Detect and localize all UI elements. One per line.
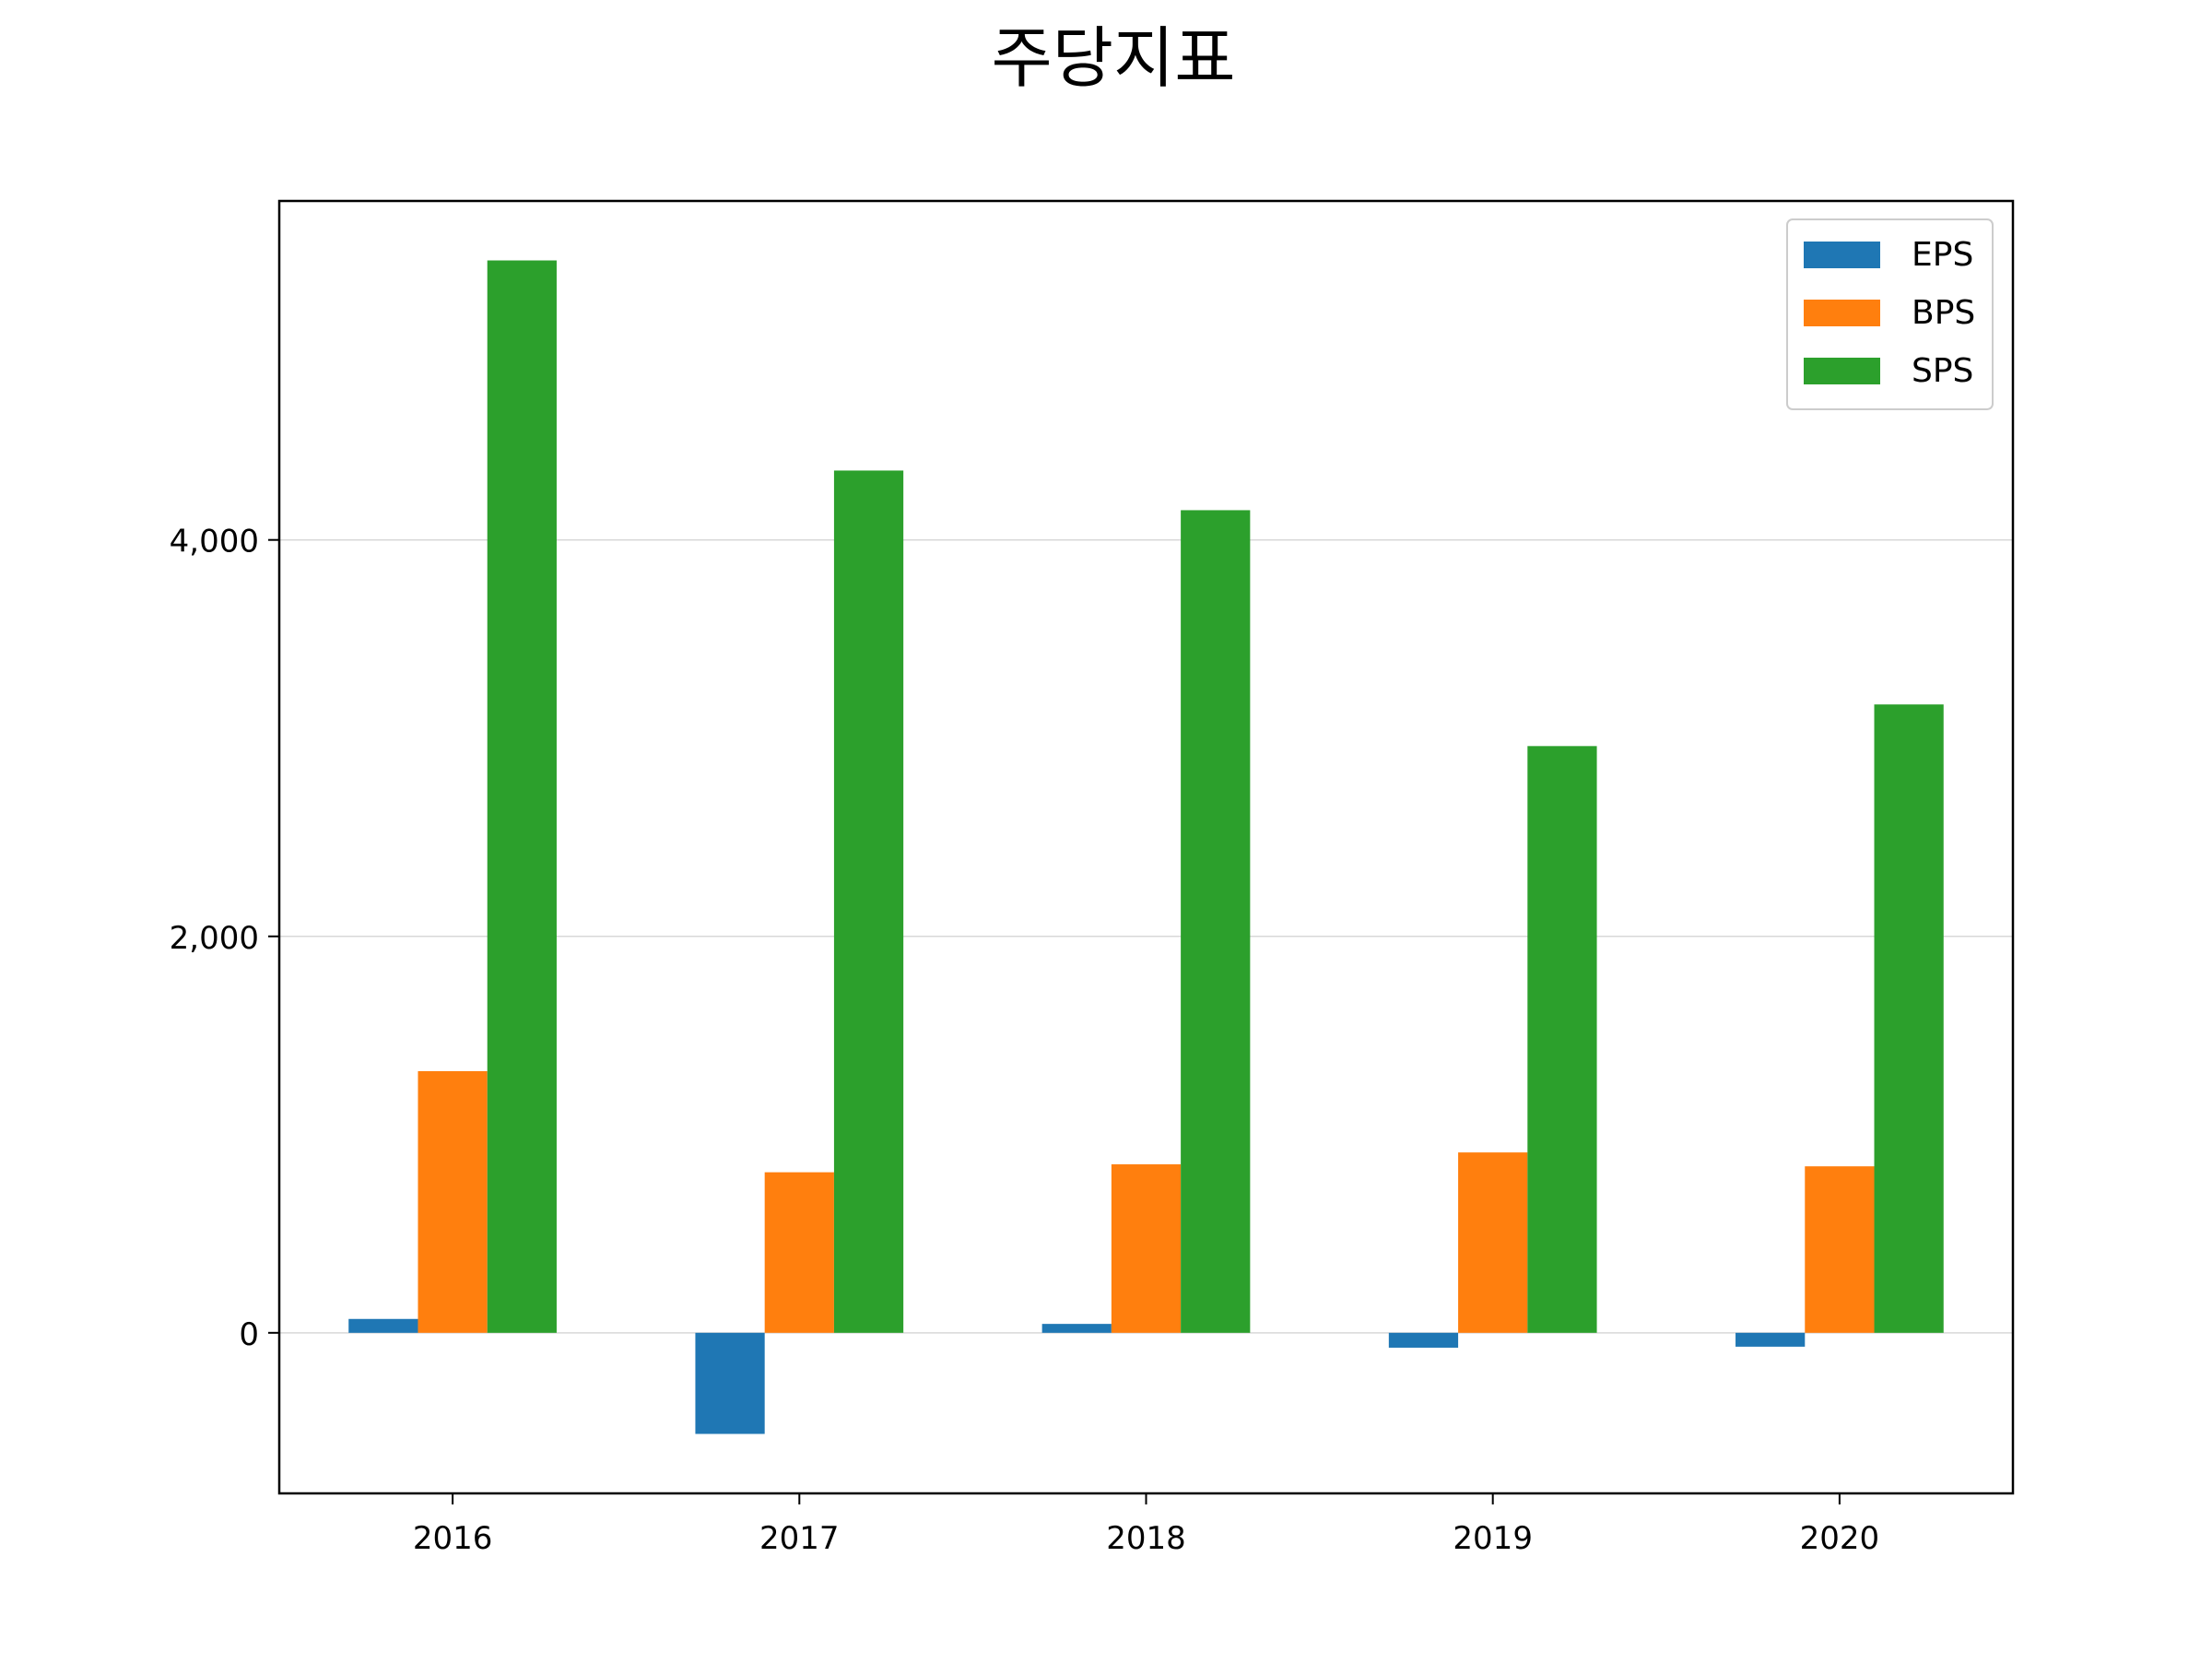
legend-label-sps: SPS (1912, 352, 1973, 390)
bar-sps-2020 (1874, 704, 1944, 1333)
legend-swatch-eps (1804, 242, 1880, 268)
legend: EPS BPS SPS (1786, 218, 1994, 410)
bar-sps-2018 (1181, 510, 1251, 1333)
y-tick-label: 4,000 (170, 524, 259, 560)
bar-bps-2018 (1111, 1164, 1182, 1333)
x-tick-label: 2019 (1453, 1520, 1533, 1557)
chart-title: 주당지표 (992, 19, 1236, 97)
y-tick-label: 0 (239, 1316, 259, 1353)
bar-bps-2020 (1805, 1166, 1875, 1333)
bar-eps-2020 (1735, 1332, 1806, 1347)
legend-swatch-sps (1804, 358, 1880, 384)
x-tick-label: 2016 (413, 1520, 493, 1557)
bar-eps-2019 (1388, 1332, 1459, 1348)
bar-bps-2017 (764, 1172, 834, 1333)
y-tick-label: 2,000 (170, 920, 259, 957)
legend-label-eps: EPS (1912, 236, 1973, 274)
bar-bps-2016 (418, 1070, 488, 1333)
x-tick-label: 2020 (1800, 1520, 1880, 1557)
bar-bps-2019 (1458, 1152, 1528, 1333)
bar-sps-2019 (1527, 746, 1597, 1333)
legend-swatch-bps (1804, 300, 1880, 326)
x-tick-label: 2018 (1106, 1520, 1186, 1557)
bars (348, 260, 1944, 1434)
bar-sps-2017 (833, 470, 904, 1333)
bar-sps-2016 (487, 260, 557, 1333)
x-tick-label: 2017 (759, 1520, 840, 1557)
axes: 0 2,000 4,000 2016 2017 2018 2019 2020 (170, 524, 1880, 1557)
legend-label-bps: BPS (1912, 294, 1975, 332)
bar-eps-2016 (348, 1318, 418, 1333)
bar-eps-2017 (695, 1332, 765, 1434)
bar-eps-2018 (1041, 1324, 1112, 1333)
